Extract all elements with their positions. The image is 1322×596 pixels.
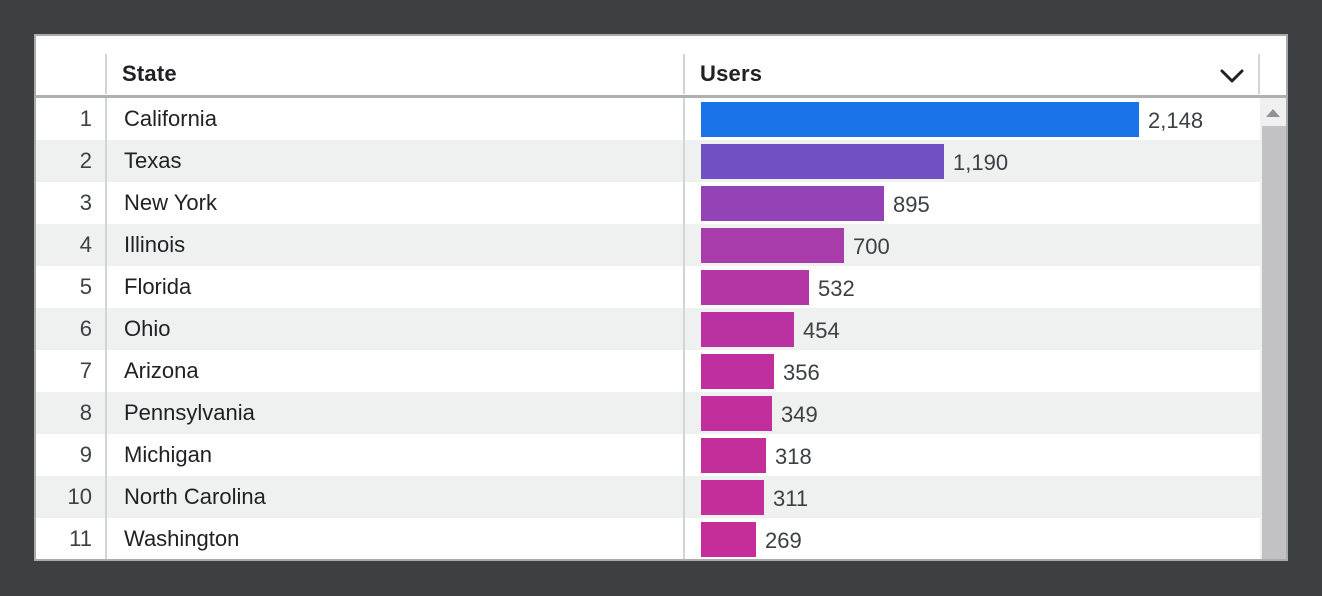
row-rank: 9 [79,442,92,467]
row-users-cell: 356 [683,350,1260,392]
users-value: 895 [893,192,930,217]
users-bar [701,143,944,179]
table-row: 11 Washington 269 [36,518,1260,559]
row-users-cell: 2,148 [683,98,1260,140]
row-rank: 1 [79,106,92,131]
users-bar [701,395,772,431]
scroll-up-button[interactable] [1260,98,1286,126]
row-users-cell: 700 [683,224,1260,266]
table-row: 7 Arizona 356 [36,350,1260,392]
table-row: 9 Michigan 318 [36,434,1260,476]
row-state: Florida [105,266,683,308]
users-column-label: Users [700,61,763,86]
row-users-cell: 349 [683,392,1260,434]
users-value: 311 [773,486,809,511]
users-bar [701,353,774,389]
row-state: Washington [105,518,683,559]
table-row: 5 Florida 532 [36,266,1260,308]
table-row: 8 Pennsylvania 349 [36,392,1260,434]
row-rank: 7 [79,358,92,383]
table-row: 2 Texas 1,190 [36,140,1260,182]
scrollbar-thumb[interactable] [1262,126,1286,559]
users-value: 269 [765,528,802,553]
users-value: 454 [803,318,840,343]
row-state: Texas [105,140,683,182]
row-rank: 6 [79,316,92,341]
row-users-cell: 454 [683,308,1260,350]
users-value: 532 [818,276,855,301]
table-row: 3 New York 895 [36,182,1260,224]
table-header-row: State Users [36,36,1286,98]
row-rank: 4 [79,232,92,257]
row-rank: 10 [67,484,92,509]
users-bar [701,311,794,347]
users-bar [701,521,756,557]
row-state: California [105,98,683,140]
vertical-scrollbar[interactable] [1260,98,1286,559]
column-header-users[interactable]: Users [683,36,1286,95]
users-value: 700 [853,234,890,259]
users-bar [701,227,844,263]
users-value: 349 [781,402,818,427]
table-body: 1 California 2,148 2 Texas 1,190 3 New Y… [36,98,1260,559]
row-state: North Carolina [105,476,683,518]
table-row: 4 Illinois 700 [36,224,1260,266]
row-users-cell: 1,190 [683,140,1260,182]
users-value: 1,190 [953,150,1009,175]
row-state: Ohio [105,308,683,350]
row-rank: 3 [79,190,92,215]
table-row: 10 North Carolina 311 [36,476,1260,518]
users-bar [701,185,884,221]
users-bar [701,101,1139,137]
chevron-down-icon[interactable] [1219,68,1245,84]
table-row: 1 California 2,148 [36,98,1260,140]
row-rank: 5 [79,274,92,299]
row-rank: 11 [69,526,92,551]
column-header-rank [36,36,105,95]
row-rank: 8 [79,400,92,425]
users-bar [701,479,764,515]
row-rank: 2 [79,148,92,173]
state-column-label: State [122,61,177,86]
column-header-state[interactable]: State [105,36,683,95]
report-table-card: State Users 1 California 2,148 2 Texas 1… [34,34,1288,561]
row-state: Arizona [105,350,683,392]
users-bar [701,437,766,473]
row-state: New York [105,182,683,224]
row-users-cell: 532 [683,266,1260,308]
row-state: Pennsylvania [105,392,683,434]
triangle-up-icon [1266,109,1280,117]
row-state: Illinois [105,224,683,266]
row-users-cell: 318 [683,434,1260,476]
row-users-cell: 269 [683,518,1260,559]
row-state: Michigan [105,434,683,476]
table-row: 6 Ohio 454 [36,308,1260,350]
users-bar [701,269,809,305]
users-value: 2,148 [1148,108,1204,133]
users-value: 356 [783,360,820,385]
row-users-cell: 895 [683,182,1260,224]
row-users-cell: 311 [683,476,1260,518]
users-value: 318 [775,444,812,469]
